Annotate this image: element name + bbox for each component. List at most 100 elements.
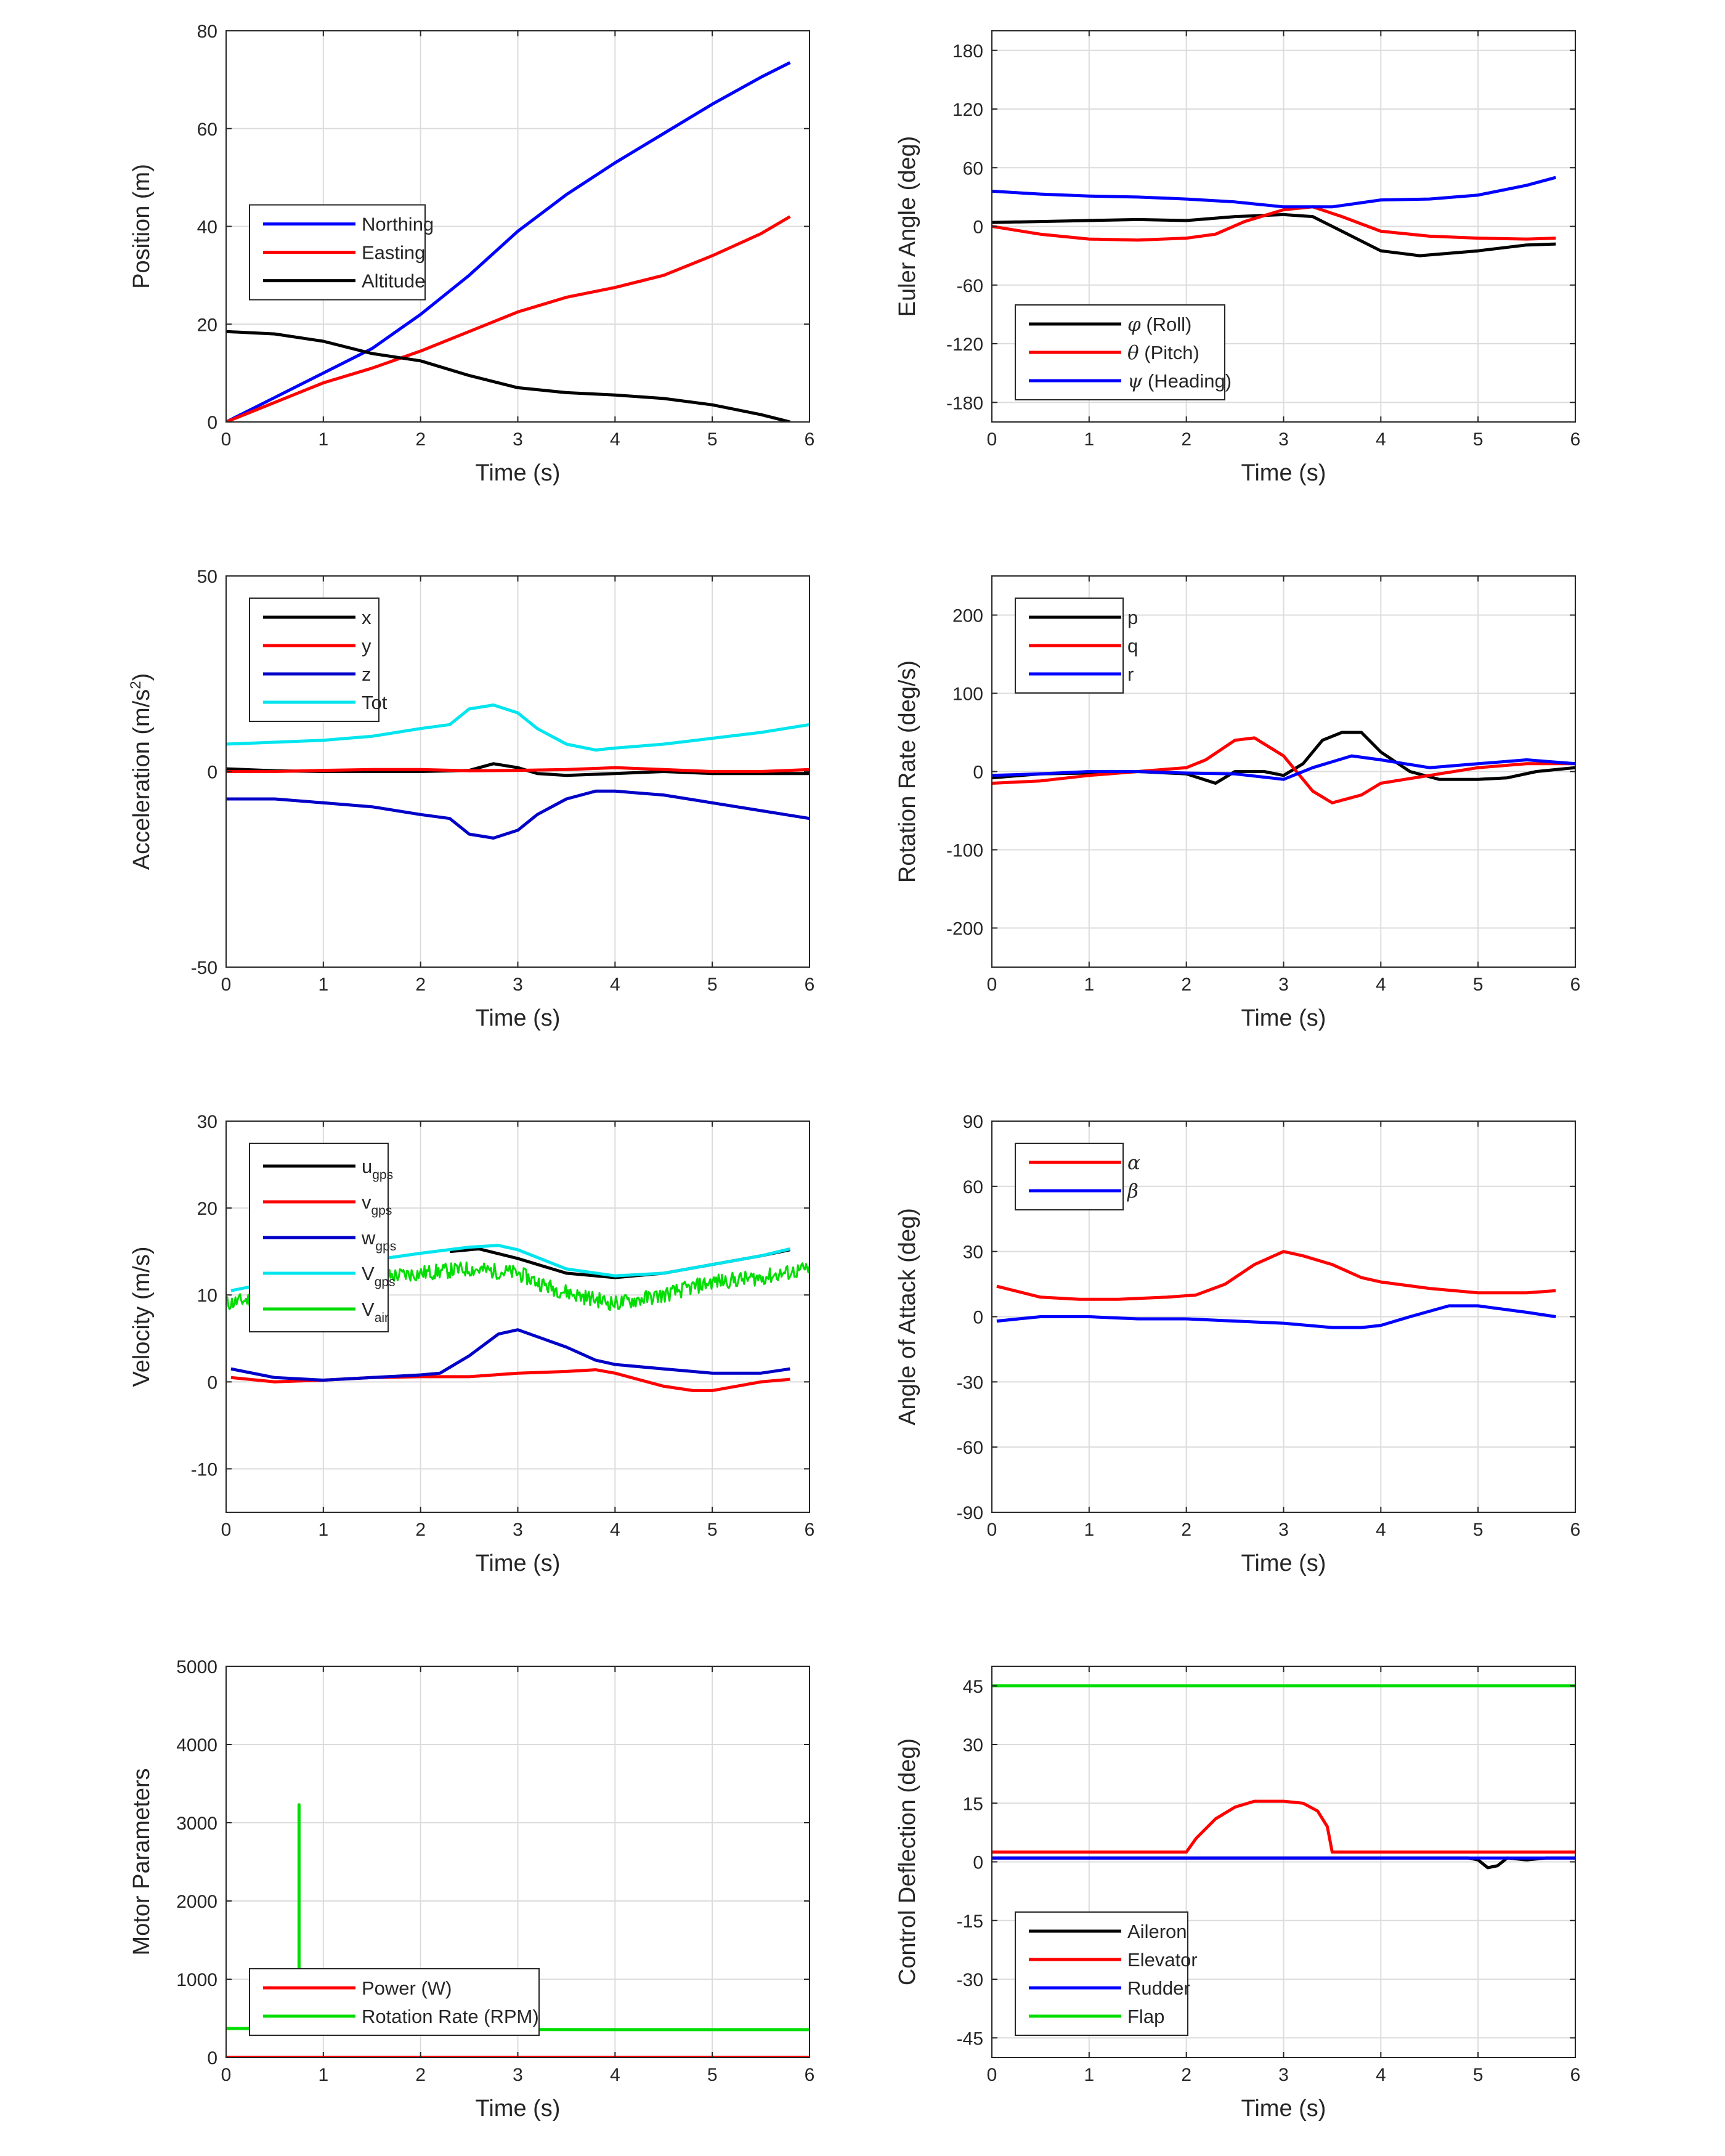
x-tick-label: 3 xyxy=(1278,1520,1289,1540)
series-group xyxy=(992,731,1575,804)
legend-entry: Tot xyxy=(362,692,388,713)
legend: Power (W) Rotation Rate (RPM) xyxy=(249,1968,540,2036)
y-tick-label: 60 xyxy=(963,1177,983,1198)
y-tick-label: -60 xyxy=(957,276,983,296)
x-tick-label: 1 xyxy=(318,1520,328,1540)
y-tick-label: 60 xyxy=(197,120,217,140)
x-tick-label: 2 xyxy=(415,429,426,450)
legend: φ (Roll) θ (Pitch) ψ (Heading) xyxy=(1015,304,1232,400)
x-tick-label: 2 xyxy=(1181,2065,1191,2085)
legend-box xyxy=(249,1968,540,2036)
legend-entry: Flap xyxy=(1127,2006,1164,2027)
series-line-0 xyxy=(992,213,1556,257)
legend-entry: Rudder xyxy=(1127,1977,1190,1999)
legend-entry: Altitude xyxy=(362,270,425,292)
series-line-3 xyxy=(226,703,810,752)
y-tick-label: 0 xyxy=(973,1308,983,1328)
x-axis-label: Time (s) xyxy=(1241,1005,1326,1031)
y-tick-label: 30 xyxy=(963,1735,983,1756)
x-tick-label: 1 xyxy=(1084,1520,1094,1540)
x-tick-label: 3 xyxy=(1278,429,1289,450)
legend-entry: p xyxy=(1127,607,1138,628)
y-tick-label: 30 xyxy=(197,1112,217,1132)
x-tick-label: 6 xyxy=(805,2065,815,2085)
x-tick-label: 4 xyxy=(1376,2065,1386,2085)
x-tick-label: 6 xyxy=(1570,2065,1581,2085)
y-tick-label: 90 xyxy=(963,1112,983,1132)
subplot-rate: 0 1 2 3 4 5 6 -200 -100 0 100 200 Time (s) Rotation R… xyxy=(895,575,1581,1031)
x-tick-label: 5 xyxy=(707,2065,718,2085)
x-tick-label: 1 xyxy=(318,975,328,995)
x-axis-label: Time (s) xyxy=(1241,460,1326,486)
x-tick-label: 0 xyxy=(221,975,232,995)
series-line-0 xyxy=(996,1250,1556,1301)
legend-entry: Aileron xyxy=(1127,1921,1187,1942)
x-axis-label: Time (s) xyxy=(476,1005,561,1031)
y-tick-label: 200 xyxy=(952,606,983,626)
y-tick-label: -10 xyxy=(191,1459,217,1480)
x-tick-label: 5 xyxy=(707,1520,718,1540)
y-tick-label: 2000 xyxy=(176,1892,217,1912)
y-tick-label: -180 xyxy=(946,393,983,413)
legend-entry: r xyxy=(1127,663,1134,685)
y-tick-label: 0 xyxy=(207,1372,217,1393)
legend: xyz Tot xyxy=(249,598,388,722)
legend-entry: φ (Roll) xyxy=(1127,314,1191,336)
x-tick-label: 2 xyxy=(1181,975,1191,995)
legend: Northing Easting Altitude xyxy=(249,204,434,301)
x-tick-label: 3 xyxy=(513,429,523,450)
y-tick-label: -30 xyxy=(957,1970,983,1990)
x-tick-label: 3 xyxy=(513,975,523,995)
x-tick-label: 6 xyxy=(805,1520,815,1540)
series-group xyxy=(996,1250,1556,1329)
y-tick-label: 0 xyxy=(207,413,217,433)
x-axis-label: Time (s) xyxy=(476,460,561,486)
series-group xyxy=(992,176,1557,257)
x-tick-label: 0 xyxy=(987,975,997,995)
x-tick-label: 3 xyxy=(513,2065,523,2085)
y-tick-label: 180 xyxy=(952,41,983,62)
x-axis-label: Time (s) xyxy=(476,2096,561,2122)
y-tick-label: 30 xyxy=(963,1242,983,1263)
x-tick-label: 1 xyxy=(1084,2065,1094,2085)
x-tick-label: 2 xyxy=(415,2065,426,2085)
y-tick-label: -45 xyxy=(957,2028,983,2049)
x-tick-label: 0 xyxy=(221,2065,232,2085)
x-tick-label: 6 xyxy=(1570,429,1581,450)
x-tick-label: 0 xyxy=(221,1520,232,1540)
legend-entry: Vair xyxy=(362,1299,389,1325)
series-line-1 xyxy=(226,766,810,773)
x-tick-label: 0 xyxy=(987,1520,997,1540)
y-tick-label: 10 xyxy=(197,1286,217,1306)
x-tick-label: 2 xyxy=(415,1520,426,1540)
x-tick-label: 1 xyxy=(1084,975,1094,995)
x-tick-label: 4 xyxy=(1376,975,1386,995)
x-axis-label: Time (s) xyxy=(476,1550,561,1576)
legend-entry: Northing xyxy=(362,214,434,235)
y-axis-label: Velocity (m/s) xyxy=(129,1246,155,1387)
x-tick-label: 6 xyxy=(805,429,815,450)
x-tick-label: 6 xyxy=(1570,975,1581,995)
x-tick-label: 6 xyxy=(1570,1520,1581,1540)
y-tick-label: 4000 xyxy=(176,1735,217,1756)
x-tick-label: 2 xyxy=(1181,429,1191,450)
series-group xyxy=(226,703,810,840)
y-tick-label: 5000 xyxy=(176,1657,217,1677)
subplot-velocity: 0 1 2 3 4 5 6 -10 0 10 20 30 Time (s) Velocity (m/s) u… xyxy=(129,1112,814,1576)
y-tick-label: 100 xyxy=(952,684,983,705)
legend-entry: x xyxy=(362,607,371,628)
y-tick-label: 0 xyxy=(207,2048,217,2069)
legend-entry: ugps xyxy=(362,1156,393,1182)
y-tick-label: 3000 xyxy=(176,1814,217,1834)
y-axis-label: Motor Parameters xyxy=(129,1768,155,1955)
x-tick-label: 4 xyxy=(610,1520,620,1540)
y-tick-label: 60 xyxy=(963,158,983,179)
x-tick-label: 5 xyxy=(707,975,718,995)
y-tick-label: 1000 xyxy=(176,1970,217,1990)
series-line-2 xyxy=(992,754,1575,781)
legend-entry: wgps xyxy=(361,1227,396,1254)
x-tick-label: 3 xyxy=(1278,975,1289,995)
x-tick-label: 1 xyxy=(1084,429,1094,450)
